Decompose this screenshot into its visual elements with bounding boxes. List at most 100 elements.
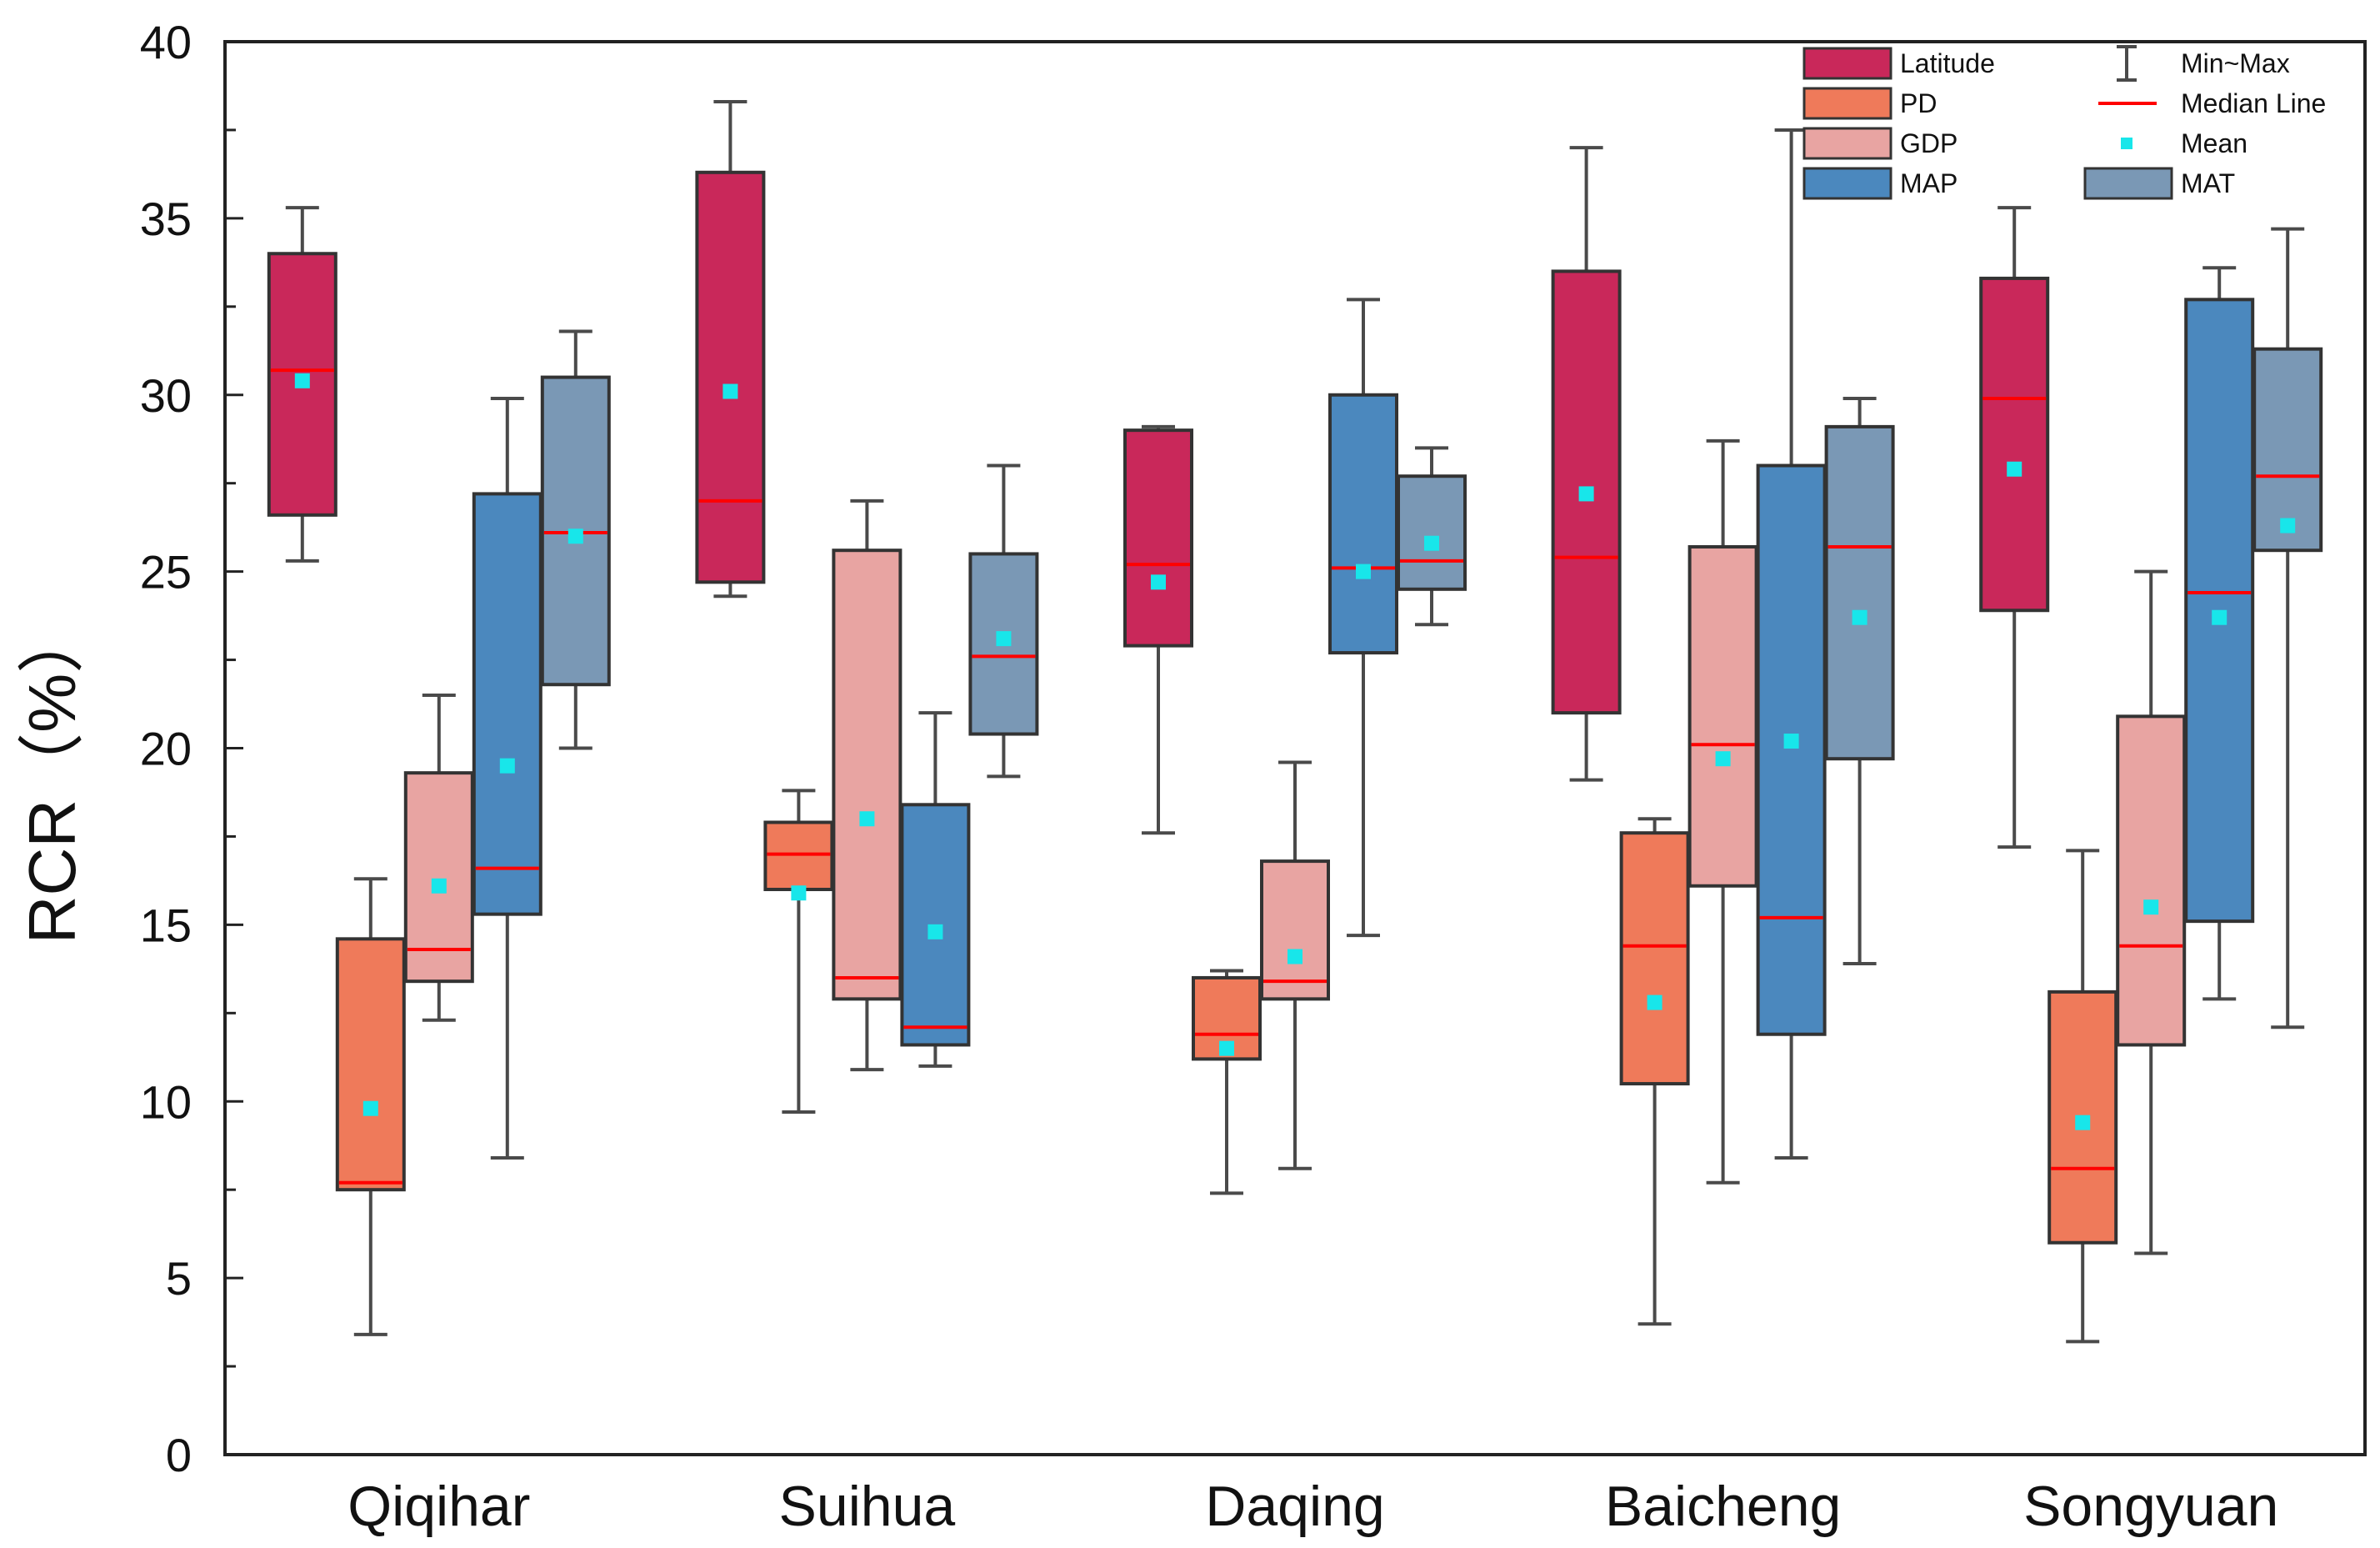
x-category-label: Suihua [779,1475,956,1538]
box-daqing-map [1328,298,1398,938]
box-daqing-mat [1397,446,1467,627]
mean-marker [1578,486,1594,502]
legend-item-latitude: Latitude [1802,47,1995,80]
y-tick-label: 0 [166,1429,192,1481]
box-songyuan-pd [2048,849,2118,1344]
box-suihua-gdp [832,498,902,1072]
iqr-box [1123,428,1193,648]
box-daqing-latitude [1123,424,1193,835]
box-baicheng-pd [1619,817,1690,1326]
box-daqing-gdp [1260,760,1330,1170]
box-songyuan-latitude [1979,206,2050,849]
legend-label: MAT [2181,168,2235,198]
legend-item-median: Median Line [2098,88,2326,118]
legend-item-min-max: Min~Max [2117,45,2290,82]
category-group-qiqihar [267,206,611,1336]
mean-marker [1715,751,1731,767]
legend-label: PD [1900,88,1937,118]
mean-marker [1219,1040,1234,1056]
axes: 0 5 10 15 20 25 30 35 40 [140,16,2367,1481]
y-tick-label: 30 [140,369,192,422]
mean-marker [1356,564,1371,579]
box-groups [267,100,2323,1344]
box-baicheng-latitude [1551,146,1622,782]
mean-marker [294,373,310,388]
mean-marker [362,1100,378,1116]
box-qiqihar-mat [540,329,611,750]
box-suihua-latitude [695,100,766,599]
mean-marker [996,631,1012,647]
mean-marker [1151,574,1166,590]
mean-marker [2075,1115,2091,1130]
mean-marker [1424,535,1439,551]
legend: Latitude PD GDP MAP Min~Max Median Line Mean MA… [1802,45,2326,200]
legend-item-gdp: GDP [1802,127,1958,160]
iqr-box [1397,474,1467,591]
category-group-daqing [1123,298,1467,1195]
category-group-suihua [695,100,1039,1114]
y-tick-label: 40 [140,16,192,68]
box-qiqihar-pd [335,877,406,1336]
legend-label: Min~Max [2181,48,2290,78]
mean-marker [1288,949,1302,964]
y-tick-label: 25 [140,546,192,599]
box-songyuan-map [2184,266,2255,1001]
iqr-box [695,170,766,584]
mean-marker [791,885,807,901]
box-songyuan-mat [2252,227,2323,1029]
mean-marker [568,529,583,544]
legend-swatch [1802,127,1892,160]
box-suihua-mat [968,463,1039,779]
mean-marker [928,924,943,939]
box-daqing-pd [1192,969,1262,1195]
legend-label: GDP [1900,128,1958,158]
box-qiqihar-gdp [403,693,474,1022]
box-suihua-map [900,711,971,1068]
x-category-label: Daqing [1205,1475,1385,1538]
mean-marker [1647,994,1662,1010]
iqr-box [472,492,542,916]
box-songyuan-gdp [2116,569,2187,1255]
y-tick-label: 15 [140,899,192,951]
mean-marker [2212,609,2228,625]
legend-label: Median Line [2181,88,2326,118]
category-group-songyuan [1979,206,2323,1344]
iqr-box [335,937,406,1192]
y-tick-label: 35 [140,193,192,245]
legend-item-mat: MAT [2083,167,2235,200]
x-category-label: Qiqihar [348,1475,530,1538]
legend-swatch [1802,167,1892,200]
box-baicheng-gdp [1688,438,1758,1185]
box-qiqihar-latitude [267,206,338,563]
mean-marker [2280,518,2296,534]
legend-swatch [1802,47,1892,80]
iqr-box [2252,347,2323,553]
category-group-baicheng [1551,128,1895,1326]
iqr-box [1619,831,1690,1086]
iqr-box [1756,463,1827,1036]
iqr-box [1260,859,1330,1001]
legend-swatch [2083,167,2173,200]
iqr-box [403,771,474,984]
iqr-box [2116,714,2187,1047]
box-baicheng-mat [1824,396,1895,965]
legend-mean-symbol [2121,138,2132,149]
iqr-box [832,549,902,1001]
x-category-label: Songyuan [2023,1475,2278,1538]
mean-marker [2143,899,2159,915]
mean-marker [722,383,738,399]
box-qiqihar-map [472,396,542,1160]
y-tick-label: 10 [140,1075,192,1128]
iqr-box [1824,424,1895,761]
iqr-box [1979,276,2050,613]
mean-marker [499,758,515,774]
mean-marker [431,878,447,894]
category-labels: Qiqihar Suihua Daqing Baicheng Songyuan [348,1475,2278,1538]
mean-marker [859,811,875,827]
mean-marker [2007,461,2022,477]
y-axis-title: RCR（%） [15,607,89,944]
x-category-label: Baicheng [1605,1475,1842,1538]
legend-swatch [1802,87,1892,120]
legend-label: Latitude [1900,48,1995,78]
